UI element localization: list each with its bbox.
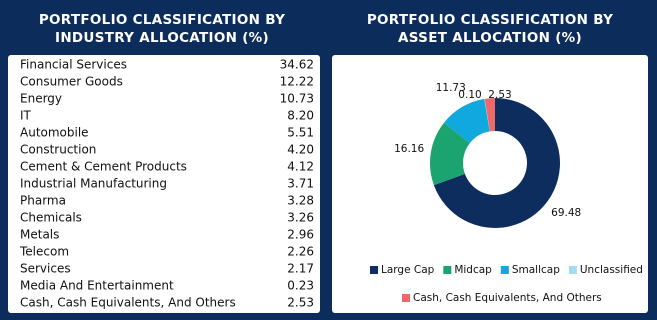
legend-swatch bbox=[568, 266, 577, 274]
row-label: Automobile bbox=[20, 126, 89, 140]
row-value: 2.17 bbox=[287, 262, 314, 276]
donut-slice bbox=[484, 98, 490, 132]
row-value: 5.51 bbox=[287, 126, 314, 140]
donut-slice bbox=[443, 98, 490, 144]
row-label: Cash, Cash Equivalents, And Others bbox=[20, 296, 236, 310]
row-value: 2.53 bbox=[287, 296, 314, 310]
legend-swatch bbox=[500, 266, 509, 274]
data-label: 16.16 bbox=[394, 143, 424, 155]
row-label: Energy bbox=[20, 92, 62, 106]
row-value: 4.12 bbox=[287, 160, 314, 174]
data-label: 11.73 bbox=[436, 82, 466, 94]
row-label: Construction bbox=[20, 143, 96, 157]
data-label: 0.10 bbox=[458, 89, 481, 101]
row-label: Cement & Cement Products bbox=[20, 160, 187, 174]
donut-slice bbox=[429, 122, 470, 186]
row-label: Financial Services bbox=[20, 58, 127, 72]
panel-title: ASSET ALLOCATION (%) bbox=[398, 30, 582, 46]
legend-label: Unclassified bbox=[580, 264, 643, 276]
legend-label: Smallcap bbox=[512, 264, 560, 276]
row-value: 4.20 bbox=[287, 143, 314, 157]
row-value: 2.96 bbox=[287, 228, 314, 242]
row-label: Chemicals bbox=[20, 211, 82, 225]
legend-label: Large Cap bbox=[381, 264, 435, 276]
row-value: 2.26 bbox=[287, 245, 314, 259]
donut-slice bbox=[484, 98, 495, 132]
row-value: 8.20 bbox=[287, 109, 314, 123]
legend-swatch bbox=[370, 266, 378, 274]
row-value: 10.73 bbox=[280, 92, 314, 106]
row-value: 34.62 bbox=[280, 58, 314, 72]
legend-label: Midcap bbox=[454, 264, 492, 276]
panel-title: PORTFOLIO CLASSIFICATION BY bbox=[367, 12, 613, 28]
row-label: IT bbox=[20, 109, 32, 123]
row-label: Metals bbox=[20, 228, 59, 242]
row-value: 12.22 bbox=[280, 75, 314, 89]
row-label: Industrial Manufacturing bbox=[20, 177, 167, 191]
row-label: Services bbox=[20, 262, 71, 276]
row-label: Pharma bbox=[20, 194, 66, 208]
row-value: 3.71 bbox=[287, 177, 314, 191]
legend-label: Cash, Cash Equivalents, And Others bbox=[413, 292, 602, 304]
data-label: 2.53 bbox=[488, 89, 511, 101]
row-value: 0.23 bbox=[287, 279, 314, 293]
row-label: Consumer Goods bbox=[20, 75, 123, 89]
panel-title: INDUSTRY ALLOCATION (%) bbox=[55, 30, 269, 46]
donut-panel bbox=[332, 55, 648, 313]
row-value: 3.28 bbox=[287, 194, 314, 208]
row-label: Media And Entertainment bbox=[20, 279, 174, 293]
donut-slice bbox=[433, 98, 560, 228]
row-value: 3.26 bbox=[287, 211, 314, 225]
legend-swatch bbox=[443, 266, 452, 274]
row-label: Telecom bbox=[19, 245, 69, 259]
legend-swatch bbox=[402, 294, 410, 302]
data-label: 69.48 bbox=[551, 207, 581, 219]
panel-title: PORTFOLIO CLASSIFICATION BY bbox=[39, 12, 285, 28]
table-panel bbox=[8, 55, 320, 313]
